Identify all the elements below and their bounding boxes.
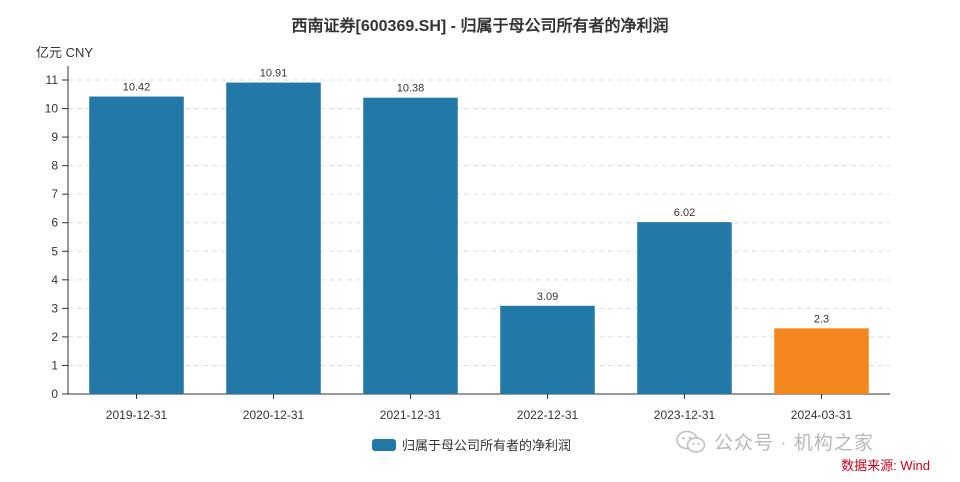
bar [500,305,595,394]
x-tick-label: 2021-12-31 [380,408,442,422]
bar-value-label: 3.09 [537,291,558,303]
watermark-text: 公众号 · 机构之家 [714,433,874,454]
legend[interactable]: 归属于母公司所有者的净利润 [372,435,571,454]
bar-value-label: 2.3 [814,313,829,325]
y-tick-label: 8 [51,159,58,173]
y-tick-label: 3 [51,301,58,315]
bar [226,82,321,394]
chart-title: 西南证券[600369.SH] - 归属于母公司所有者的净利润 [291,18,669,35]
bar [637,222,732,394]
x-tick-label: 2024-03-31 [791,408,853,422]
bar-value-label: 6.02 [674,207,695,219]
x-tick-label: 2020-12-31 [243,408,305,422]
x-tick-label: 2022-12-31 [517,408,579,422]
y-tick-label: 9 [51,130,58,144]
bar-value-label: 10.91 [260,68,288,80]
bar-value-label: 10.38 [397,83,425,95]
y-tick-label: 10 [45,102,59,116]
bar [774,328,869,394]
bar [363,97,458,394]
y-tick-label: 5 [51,244,58,258]
y-tick-label: 4 [51,273,58,287]
legend-label: 归属于母公司所有者的净利润 [402,438,572,453]
y-axis-unit: 亿元 CNY [36,45,94,60]
y-tick-label: 0 [51,387,58,401]
legend-swatch [372,438,396,451]
x-tick-label: 2019-12-31 [106,408,168,422]
bar-value-label: 10.42 [123,82,151,94]
data-source: 数据来源: Wind [841,458,930,473]
y-tick-label: 1 [51,358,58,372]
y-tick-label: 6 [51,216,58,230]
bar [89,96,184,394]
y-tick-label: 7 [51,187,58,201]
watermark: 公众号 · 机构之家 [676,428,874,455]
wechat-icon [676,430,706,453]
x-tick-label: 2023-12-31 [654,408,716,422]
y-tick-label: 2 [51,330,58,344]
y-tick-label: 11 [46,73,59,87]
